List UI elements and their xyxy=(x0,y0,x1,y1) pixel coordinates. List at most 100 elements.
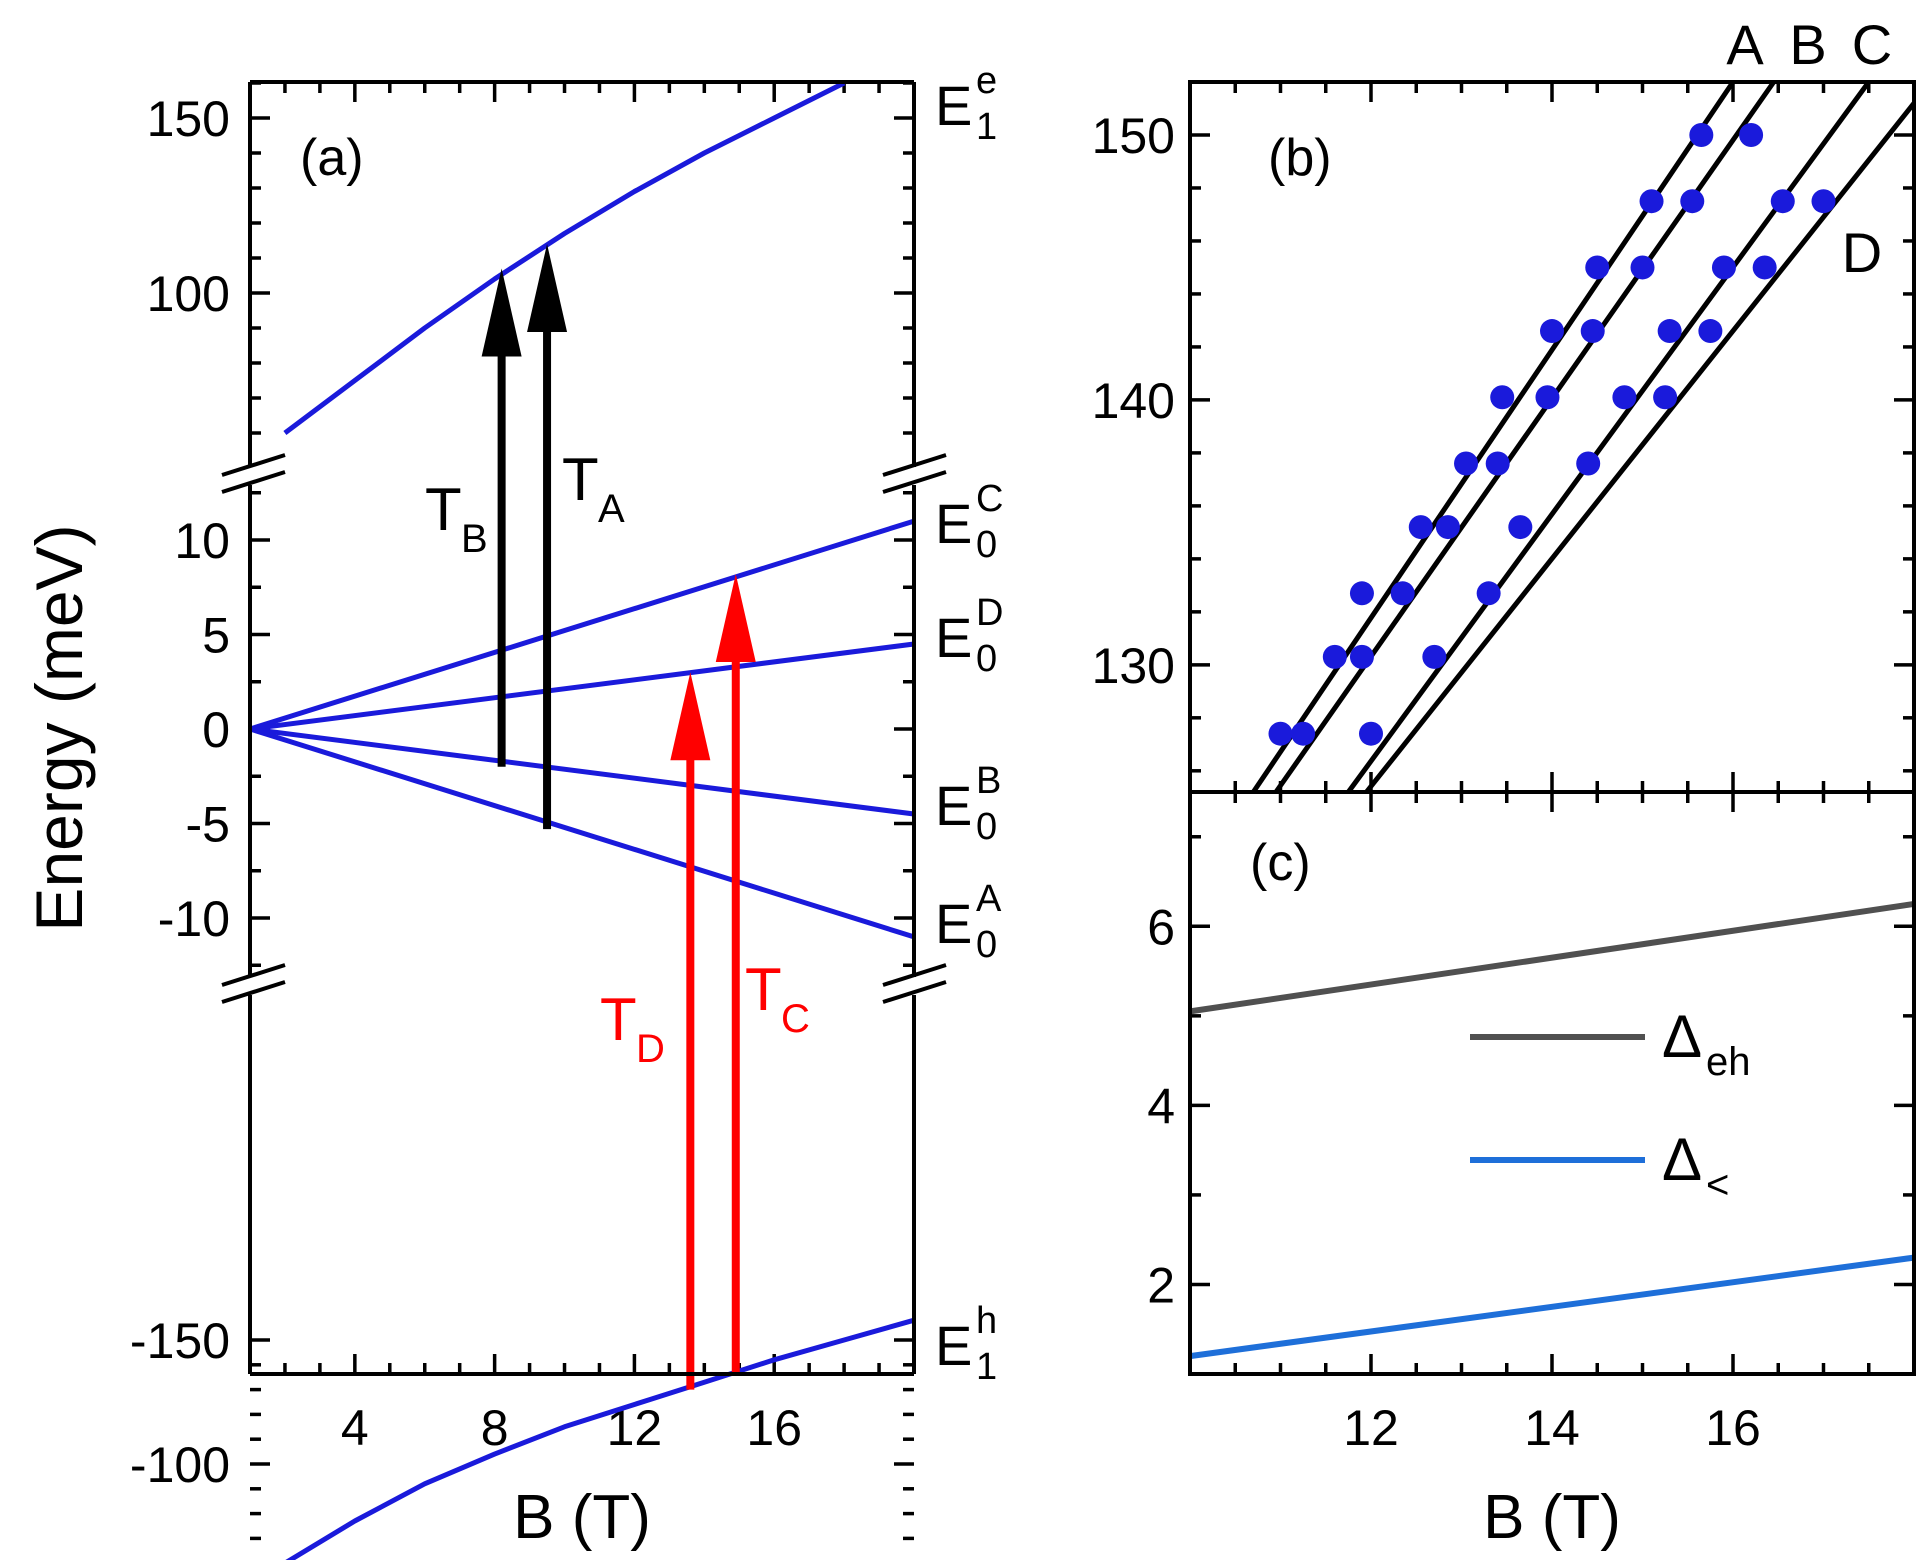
panel-b: 150 140 130 (b) A B C D xyxy=(1092,13,1916,794)
y-tick-label: -5 xyxy=(186,797,230,853)
axis-break-mark xyxy=(221,470,286,494)
level-sup-E1e: e xyxy=(976,60,997,102)
data-point xyxy=(1454,451,1479,476)
data-point xyxy=(1580,319,1605,344)
panel-c-xlabel: B (T) xyxy=(1483,1483,1621,1552)
level-sup-E0C: C xyxy=(976,478,1003,520)
level-sup-E1h: h xyxy=(976,1300,997,1342)
level-label-E1h: E xyxy=(935,1314,972,1377)
data-point xyxy=(1698,319,1723,344)
axis-break-mark xyxy=(221,453,286,477)
x-tick-label: 14 xyxy=(1524,1400,1580,1456)
level-E1h xyxy=(285,1317,915,1560)
data-point xyxy=(1291,721,1316,746)
level-label-E0C: E xyxy=(935,492,972,555)
x-tick-label: 8 xyxy=(481,1400,509,1456)
level-label-E0B: E xyxy=(935,774,972,837)
data-point xyxy=(1390,581,1415,606)
level-sup-E0B: B xyxy=(976,760,1001,802)
data-point xyxy=(1630,255,1655,280)
x-tick-label: 16 xyxy=(1705,1400,1761,1456)
transition-label-T_D: T xyxy=(600,986,637,1053)
level-sub-E0A: 0 xyxy=(976,924,997,966)
data-point xyxy=(1653,385,1678,410)
axis-break-mark xyxy=(882,453,947,477)
fit-line-C xyxy=(1346,80,1871,794)
panel-c-label: (c) xyxy=(1250,834,1311,892)
x-tick-label: 4 xyxy=(341,1400,369,1456)
level-E1e xyxy=(283,80,846,435)
axis-break-mark xyxy=(221,980,286,1004)
level-E0C xyxy=(249,518,915,732)
level-E0A xyxy=(249,726,915,940)
level-sub-E0C: 0 xyxy=(976,524,997,566)
transition-sub-T_D: D xyxy=(636,1027,665,1071)
line-label-B: B xyxy=(1789,13,1826,76)
data-point xyxy=(1576,451,1601,476)
panel-b-line-labels: A B C D xyxy=(1726,13,1892,284)
series-delta-less xyxy=(1189,1254,1915,1360)
panel-b-frame xyxy=(1188,80,1916,794)
panel-a-level-labels: T BT AT DT CE e1E C0E D0E B0E A0E h1 xyxy=(425,60,1003,1388)
data-point xyxy=(1639,189,1664,214)
legend-sub-delta-eh: eh xyxy=(1706,1040,1751,1084)
y-tick-label: 6 xyxy=(1147,899,1175,955)
panel-a-transitions xyxy=(481,244,756,1390)
level-sub-E1h: 1 xyxy=(976,1346,997,1388)
axis-break-mark xyxy=(882,980,947,1004)
data-point xyxy=(1349,644,1374,669)
level-E0B xyxy=(249,726,915,817)
level-label-E0D: E xyxy=(935,606,972,669)
panel-a-label: (a) xyxy=(300,129,364,187)
arrow-head-T_D xyxy=(670,672,711,761)
transition-label-T_B: T xyxy=(425,476,462,543)
y-tick-label: 130 xyxy=(1092,638,1175,694)
level-label-E1e: E xyxy=(935,74,972,137)
panel-c-ticks: 12 14 16 6 4 2 xyxy=(1147,792,1914,1456)
data-point xyxy=(1349,581,1374,606)
y-tick-label: 2 xyxy=(1147,1257,1175,1313)
line-label-D: D xyxy=(1842,221,1882,284)
y-tick-label: 150 xyxy=(1092,108,1175,164)
panel-a-series xyxy=(249,80,915,1560)
data-point xyxy=(1711,255,1736,280)
level-sup-E0D: D xyxy=(976,592,1003,634)
fit-line-D xyxy=(1364,101,1916,794)
arrow-head-T_C xyxy=(715,574,756,663)
data-point xyxy=(1680,189,1705,214)
axis-break-mark xyxy=(221,963,286,987)
x-tick-label: 16 xyxy=(746,1400,802,1456)
data-point xyxy=(1435,515,1460,540)
data-point xyxy=(1508,515,1533,540)
y-tick-label: 100 xyxy=(147,266,230,322)
panel-b-points xyxy=(1268,122,1836,746)
level-label-E0A: E xyxy=(935,892,972,955)
transition-label-T_C: T xyxy=(745,956,782,1023)
data-point xyxy=(1490,385,1515,410)
line-label-A: A xyxy=(1726,13,1764,76)
y-tick-label: -10 xyxy=(158,891,230,947)
data-point xyxy=(1322,644,1347,669)
transition-sub-T_C: C xyxy=(781,997,810,1041)
data-point xyxy=(1770,189,1795,214)
data-point xyxy=(1612,385,1637,410)
axis-break-mark xyxy=(882,470,947,494)
data-point xyxy=(1657,319,1682,344)
panel-b-fit-lines xyxy=(1251,80,1916,794)
panel-b-label: (b) xyxy=(1268,129,1332,187)
panel-a-ylabel: Energy (meV) xyxy=(22,524,96,931)
y-tick-label: 150 xyxy=(147,91,230,147)
transition-sub-T_B: B xyxy=(461,517,488,561)
data-point xyxy=(1811,189,1836,214)
fit-line-A xyxy=(1251,80,1736,794)
data-point xyxy=(1739,122,1764,147)
data-point xyxy=(1408,515,1433,540)
y-tick-label: 0 xyxy=(202,702,230,758)
transition-label-T_A: T xyxy=(562,446,599,513)
panel-c-frame xyxy=(1188,790,1916,1376)
panel-a-xlabel: B (T) xyxy=(513,1483,651,1552)
data-point xyxy=(1585,255,1610,280)
